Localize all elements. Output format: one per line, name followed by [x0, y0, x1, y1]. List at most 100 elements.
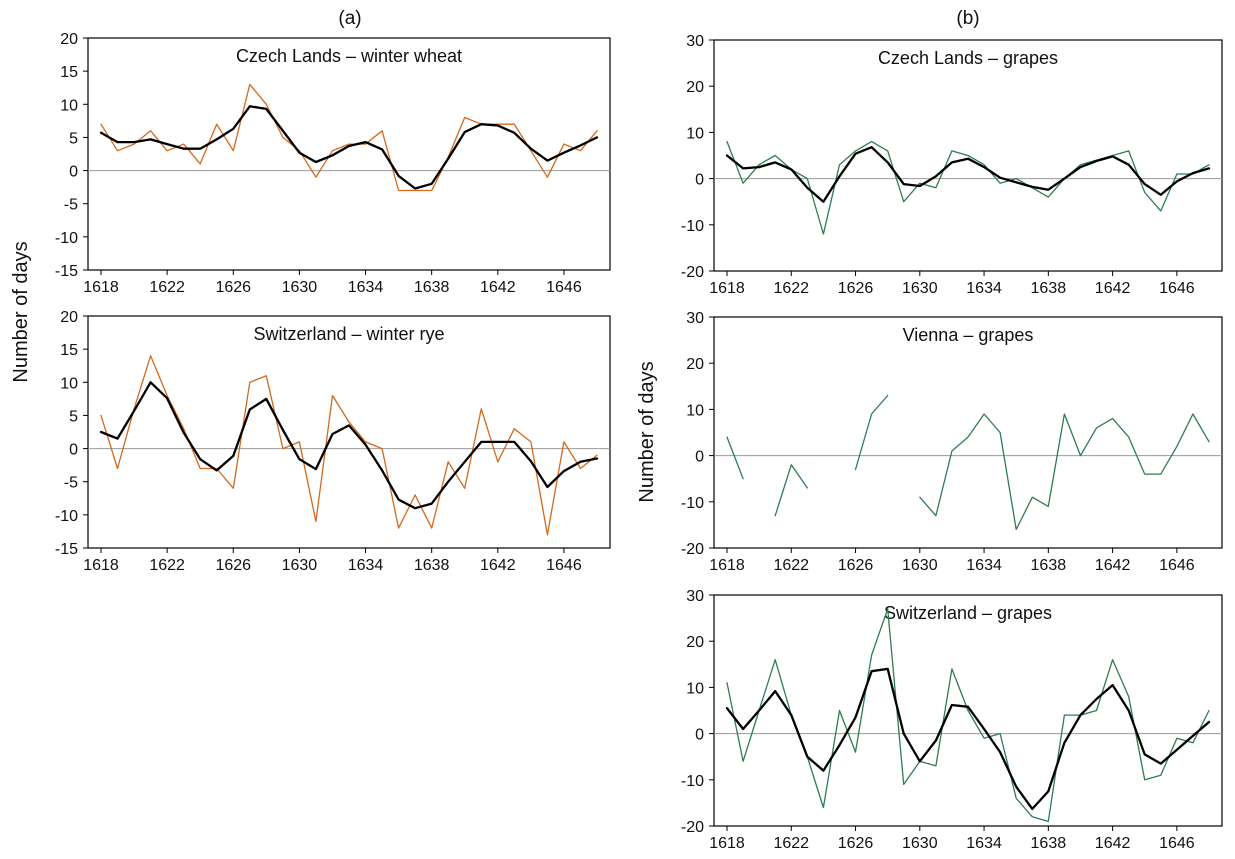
x-tick-label: 1642	[1095, 557, 1131, 574]
chart-swiss-grapes: -20 -10 0 10 20 30 1618 1622 1626 1630 1634 1638 164…	[681, 588, 1223, 852]
y-tick-label: -5	[64, 197, 78, 214]
chart-title: Switzerland – grapes	[884, 603, 1052, 623]
y-tick-label: -10	[681, 218, 704, 235]
chart-vienna-grapes: -20 -10 0 10 20 30 1618 1622 1626 1630 1634 1638 164…	[681, 310, 1223, 574]
x-tick-label: 1646	[1159, 280, 1195, 297]
chart-title: Vienna – grapes	[903, 325, 1034, 345]
x-tick-label: 1638	[1031, 835, 1067, 852]
x-tick-label: 1630	[902, 835, 938, 852]
x-tick-label: 1630	[902, 280, 938, 297]
y-tick-label: 20	[60, 31, 78, 48]
x-tick-label: 1626	[838, 280, 874, 297]
y-tick-label: -15	[55, 541, 78, 558]
chart-title: Czech Lands – winter wheat	[236, 46, 462, 66]
y-tick-label: 10	[686, 680, 704, 697]
x-tick-label: 1622	[149, 557, 185, 574]
plot-frame	[713, 594, 1223, 827]
chart-title: Czech Lands – grapes	[878, 48, 1058, 68]
x-tick-label: 1642	[1095, 280, 1131, 297]
x-tick-label: 1642	[480, 279, 516, 296]
chart-czech-wheat: -15 -10 -5 0 5 10 15 20 1618 1622 1626 1630 1634 1638…	[55, 31, 611, 296]
plot-frame	[87, 37, 611, 271]
x-tick-label: 1646	[1159, 835, 1195, 852]
y-axis-label-b: Number of days	[636, 361, 658, 502]
x-tick-label: 1638	[1031, 557, 1067, 574]
plot-frame	[713, 316, 1223, 549]
y-tick-label: -20	[681, 541, 704, 558]
x-tick-label: 1646	[1159, 557, 1195, 574]
chart-swiss-rye: -15 -10 -5 0 5 10 15 20 1618 1622 1626 1630 1634 1638…	[55, 309, 611, 574]
y-tick-label: 5	[69, 408, 78, 425]
series-line-smoothed	[725, 146, 1211, 203]
y-tick-label: 30	[686, 310, 704, 327]
y-tick-label: -20	[681, 819, 704, 836]
x-tick-label: 1618	[709, 835, 745, 852]
y-tick-label: 0	[69, 442, 78, 459]
y-tick-label: -10	[681, 495, 704, 512]
y-tick-label: -20	[681, 264, 704, 281]
y-tick-label: 5	[69, 130, 78, 147]
x-tick-label: 1626	[838, 835, 874, 852]
plot-frame	[713, 39, 1223, 272]
x-tick-label: 1630	[282, 557, 318, 574]
x-tick-label: 1626	[215, 279, 251, 296]
y-tick-label: 30	[686, 33, 704, 50]
panel-label-b: (b)	[956, 8, 979, 29]
chart-czech-grapes: -20 -10 0 10 20 30 1618 1622 1626 1630 1634 1638 164…	[681, 33, 1223, 297]
y-tick-label: 10	[60, 375, 78, 392]
x-tick-label: 1638	[414, 279, 450, 296]
x-tick-label: 1638	[1031, 280, 1067, 297]
x-tick-label: 1634	[966, 280, 1002, 297]
y-axis-label-a: Number of days	[10, 241, 32, 382]
x-tick-label: 1622	[149, 279, 185, 296]
x-tick-label: 1618	[709, 280, 745, 297]
series-line-raw	[100, 355, 598, 536]
series-line-smoothed	[725, 667, 1211, 811]
y-tick-label: 20	[686, 79, 704, 96]
series-line-smoothed	[99, 105, 599, 190]
panel-label-a: (a)	[338, 8, 361, 29]
y-tick-label: -10	[681, 773, 704, 790]
x-tick-label: 1634	[966, 835, 1002, 852]
y-tick-label: 30	[686, 588, 704, 605]
x-tick-label: 1622	[773, 280, 809, 297]
x-tick-label: 1622	[773, 835, 809, 852]
y-tick-label: -10	[55, 230, 78, 247]
series-line-smoothed	[99, 381, 599, 510]
series-line-raw	[726, 394, 1210, 531]
x-tick-label: 1646	[546, 557, 582, 574]
y-tick-label: -15	[55, 263, 78, 280]
x-tick-label: 1630	[282, 279, 318, 296]
x-tick-label: 1618	[83, 279, 119, 296]
chart-panels: -15 -10 -5 0 5 10 15 20 1618 1622 1626 1630 1634 1638…	[55, 31, 1223, 852]
series-line-raw	[726, 140, 1210, 235]
y-tick-label: 20	[686, 356, 704, 373]
x-tick-label: 1626	[215, 557, 251, 574]
y-tick-label: 0	[695, 727, 704, 744]
x-tick-label: 1618	[709, 557, 745, 574]
x-tick-label: 1634	[348, 279, 384, 296]
chart-title: Switzerland – winter rye	[253, 324, 444, 344]
y-tick-label: 0	[695, 172, 704, 189]
y-tick-label: 10	[686, 402, 704, 419]
y-tick-label: 15	[60, 342, 78, 359]
y-tick-label: -5	[64, 475, 78, 492]
x-tick-label: 1638	[414, 557, 450, 574]
x-tick-label: 1630	[902, 557, 938, 574]
y-tick-label: 0	[69, 164, 78, 181]
x-tick-label: 1618	[83, 557, 119, 574]
x-tick-label: 1634	[966, 557, 1002, 574]
plot-frame	[87, 315, 611, 549]
x-tick-label: 1634	[348, 557, 384, 574]
x-tick-label: 1642	[480, 557, 516, 574]
x-tick-label: 1622	[773, 557, 809, 574]
x-tick-label: 1626	[838, 557, 874, 574]
x-tick-label: 1642	[1095, 835, 1131, 852]
y-tick-label: 20	[60, 309, 78, 326]
y-tick-label: 0	[695, 449, 704, 466]
y-tick-label: 10	[60, 97, 78, 114]
series-line-raw	[100, 83, 598, 192]
series-line-raw	[726, 608, 1210, 823]
y-tick-label: 20	[686, 634, 704, 651]
